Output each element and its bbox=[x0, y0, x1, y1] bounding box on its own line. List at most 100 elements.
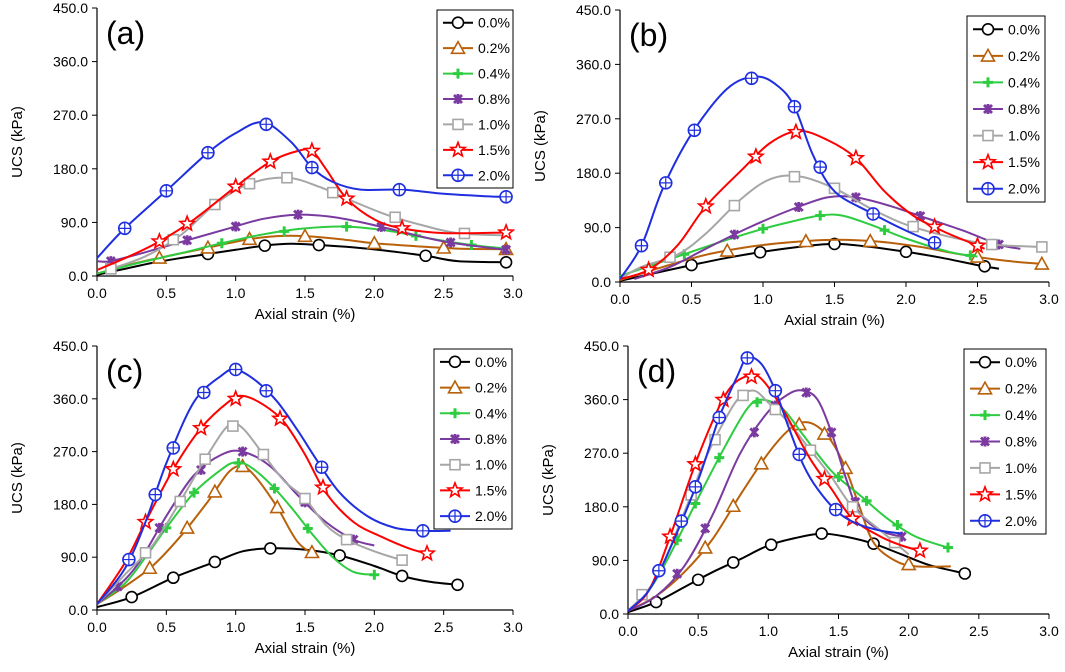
legend-item: 0.0% bbox=[973, 21, 1040, 37]
star-icon bbox=[496, 222, 516, 241]
series-0-0pct bbox=[619, 237, 1000, 282]
crossed-circle-icon bbox=[792, 447, 807, 462]
legend-label: 2.0% bbox=[1005, 513, 1037, 529]
triangle-marker bbox=[798, 233, 814, 248]
star-icon bbox=[417, 543, 437, 562]
plus-icon bbox=[233, 457, 244, 468]
legend-label: 0.4% bbox=[1008, 74, 1040, 90]
x-axis-label: Axial strain (%) bbox=[255, 640, 356, 657]
plus-icon bbox=[758, 223, 768, 234]
star-marker bbox=[978, 152, 998, 171]
square-icon bbox=[281, 171, 293, 184]
circle-marker bbox=[451, 578, 464, 592]
circle-icon bbox=[958, 567, 972, 580]
asterisk-icon bbox=[672, 568, 683, 579]
star-icon bbox=[910, 540, 930, 559]
series-1-5pct bbox=[619, 122, 987, 280]
square-marker bbox=[326, 186, 339, 199]
legend: 0.0% 0.2% 0.4% 0.8% 1.0% 1.5% 2.0% bbox=[963, 348, 1047, 535]
square-icon bbox=[227, 420, 239, 432]
series-line bbox=[96, 449, 375, 605]
star-marker bbox=[686, 454, 705, 473]
legend-label: 2.0% bbox=[478, 167, 510, 183]
plus-icon bbox=[341, 221, 352, 232]
y-axis-label: UCS (kPa) bbox=[532, 110, 549, 182]
triangle-marker bbox=[297, 227, 313, 243]
star-icon bbox=[150, 231, 169, 250]
star-icon bbox=[270, 408, 290, 427]
star-icon bbox=[714, 390, 733, 408]
y-tick-label: 450.0 bbox=[576, 2, 611, 18]
x-tick-label: 1.5 bbox=[295, 619, 315, 635]
x-tick-label: 2.0 bbox=[365, 619, 385, 635]
y-tick-label: 360.0 bbox=[53, 54, 88, 70]
plus-marker bbox=[815, 210, 826, 221]
star-marker bbox=[925, 217, 944, 235]
star-marker bbox=[448, 140, 468, 158]
asterisk-icon bbox=[230, 221, 241, 232]
circle-marker bbox=[981, 22, 995, 36]
crossed-circle-icon bbox=[117, 221, 132, 236]
star-icon bbox=[846, 148, 866, 167]
square-marker bbox=[788, 170, 801, 183]
asterisk-icon bbox=[237, 446, 248, 457]
crossed-circle-cross bbox=[416, 524, 429, 537]
circle-icon bbox=[208, 555, 222, 569]
plus-icon bbox=[861, 495, 872, 506]
y-tick-label: 270.0 bbox=[576, 111, 611, 127]
legend-label: 0.2% bbox=[1008, 48, 1040, 64]
plus-marker bbox=[879, 225, 890, 236]
chart-panel-b: 0.0 90.0 180.0 270.0 360.0 450.0 0.0 0.5 1.0 1.5 2… bbox=[532, 2, 1059, 329]
legend-label: 1.5% bbox=[478, 142, 510, 158]
legend-label: 0.2% bbox=[475, 380, 507, 396]
legend-item: 0.8% bbox=[443, 91, 510, 107]
crossed-circle-icon bbox=[687, 123, 702, 138]
star-marker bbox=[177, 214, 197, 232]
series-0-0pct bbox=[96, 542, 464, 609]
y-axis-label: UCS (kPa) bbox=[9, 106, 26, 178]
crossed-circle-cross bbox=[713, 411, 726, 424]
y-tick-label: 90.0 bbox=[61, 214, 88, 230]
crossed-circle-cross bbox=[197, 386, 210, 399]
square-icon bbox=[737, 389, 749, 402]
star-icon bbox=[978, 152, 998, 171]
x-tick-label: 3.0 bbox=[1039, 291, 1059, 307]
square-marker bbox=[982, 129, 994, 142]
x-tick-label: 1.0 bbox=[226, 619, 246, 635]
series-1-0pct bbox=[627, 389, 910, 612]
plus-marker bbox=[758, 223, 768, 234]
legend-label: 0.4% bbox=[475, 405, 507, 421]
asterisk-marker bbox=[230, 221, 241, 232]
circle-marker bbox=[419, 249, 432, 263]
y-axis-label: UCS (kPa) bbox=[9, 442, 26, 514]
y-axis-label: UCS (kPa) bbox=[540, 444, 557, 516]
crossed-circle-icon bbox=[148, 487, 163, 502]
square-icon bbox=[985, 238, 998, 251]
star-icon bbox=[925, 217, 944, 235]
plus-icon bbox=[269, 483, 280, 494]
square-icon bbox=[709, 433, 721, 446]
legend-item: 0.4% bbox=[440, 405, 507, 421]
crossed-circle-icon bbox=[416, 523, 430, 538]
crossed-circle-cross bbox=[788, 100, 801, 113]
square-icon bbox=[340, 533, 353, 546]
circle-marker bbox=[448, 355, 462, 369]
star-icon bbox=[392, 218, 412, 237]
star-icon bbox=[968, 235, 987, 254]
star-marker bbox=[302, 141, 322, 159]
circle-marker bbox=[451, 16, 465, 30]
y-tick-label: 0.0 bbox=[592, 274, 612, 290]
square-marker bbox=[709, 433, 721, 446]
legend-item: 1.5% bbox=[440, 480, 507, 498]
crossed-circle-cross bbox=[315, 461, 328, 474]
crossed-circle-icon bbox=[652, 563, 666, 578]
chart-panel-a: 0.0 90.0 180.0 270.0 360.0 450.0 0.0 0.5 1.0 1.5 2… bbox=[9, 0, 523, 323]
legend-label: 1.5% bbox=[475, 482, 507, 498]
triangle-marker bbox=[719, 242, 736, 257]
series-0-4pct bbox=[96, 457, 380, 605]
star-icon bbox=[448, 140, 468, 158]
asterisk-marker bbox=[700, 523, 711, 534]
square-marker bbox=[828, 182, 841, 195]
circle-marker bbox=[208, 555, 222, 569]
triangle-icon bbox=[207, 483, 223, 498]
